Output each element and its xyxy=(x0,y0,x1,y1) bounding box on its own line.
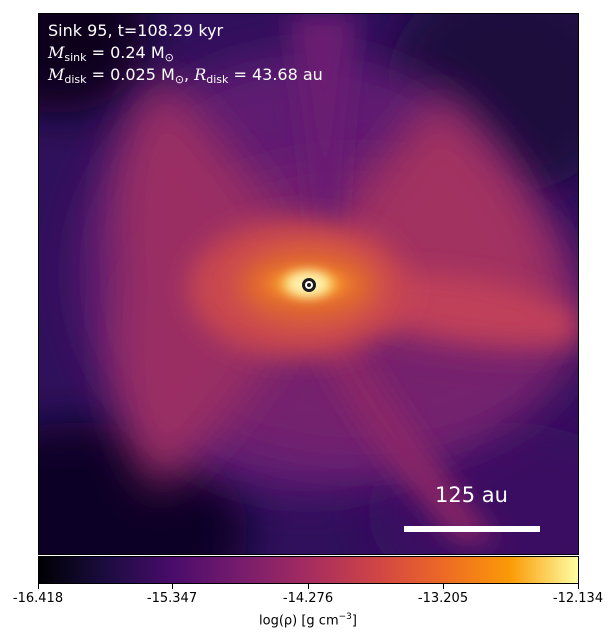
colorbar-tick xyxy=(172,584,173,589)
colorbar-tick-label: -14.276 xyxy=(282,591,334,606)
colorbar-tick-label: -16.418 xyxy=(12,591,64,606)
colorbar-tick-label: -13.205 xyxy=(417,591,469,606)
colorbar-tick xyxy=(38,584,39,589)
density-image xyxy=(39,14,578,554)
colorbar-label-text: log(ρ) [g cm xyxy=(259,613,339,629)
disk-radius-symbol: R xyxy=(194,65,207,84)
sink-time-annotation: Sink 95, t=108.29 kyr xyxy=(48,21,224,40)
colorbar-tick xyxy=(443,584,444,589)
disk-solar-subscript: ⊙ xyxy=(174,73,185,86)
sink-mass-annotation: Msink = 0.24 M⊙ xyxy=(48,43,174,64)
colorbar-tick xyxy=(578,584,579,589)
colorbar-label-exponent: −3 xyxy=(338,612,352,622)
scale-bar xyxy=(404,526,540,532)
annotation-separator: , xyxy=(184,65,195,84)
colorbar-tick xyxy=(308,584,309,589)
disk-mass-value: = 0.025 M xyxy=(86,65,175,84)
colorbar-tick-label: -12.134 xyxy=(552,591,604,606)
solar-subscript: ⊙ xyxy=(164,51,174,64)
disk-annotation: Mdisk = 0.025 M⊙, Rdisk = 43.68 au xyxy=(48,65,323,86)
sink-mass-value: = 0.24 M xyxy=(86,43,165,62)
mass-symbol: M xyxy=(48,43,65,62)
sink-circle-icon xyxy=(302,278,316,292)
density-map: Sink 95, t=108.29 kyr Msink = 0.24 M⊙ Md… xyxy=(38,13,579,555)
colorbar-label-close: ] xyxy=(351,613,357,629)
disk-mass-symbol: M xyxy=(48,65,65,84)
disk-radius-subscript: disk xyxy=(206,73,229,86)
scale-bar-label: 125 au xyxy=(435,483,508,507)
disk-mass-subscript: disk xyxy=(64,73,87,86)
sink-subscript: sink xyxy=(64,51,87,64)
colorbar xyxy=(38,556,579,584)
disk-radius-value: = 43.68 au xyxy=(228,65,323,84)
colorbar-tick-label: -15.347 xyxy=(146,591,198,606)
colorbar-label: log(ρ) [g cm−3] xyxy=(208,612,408,628)
